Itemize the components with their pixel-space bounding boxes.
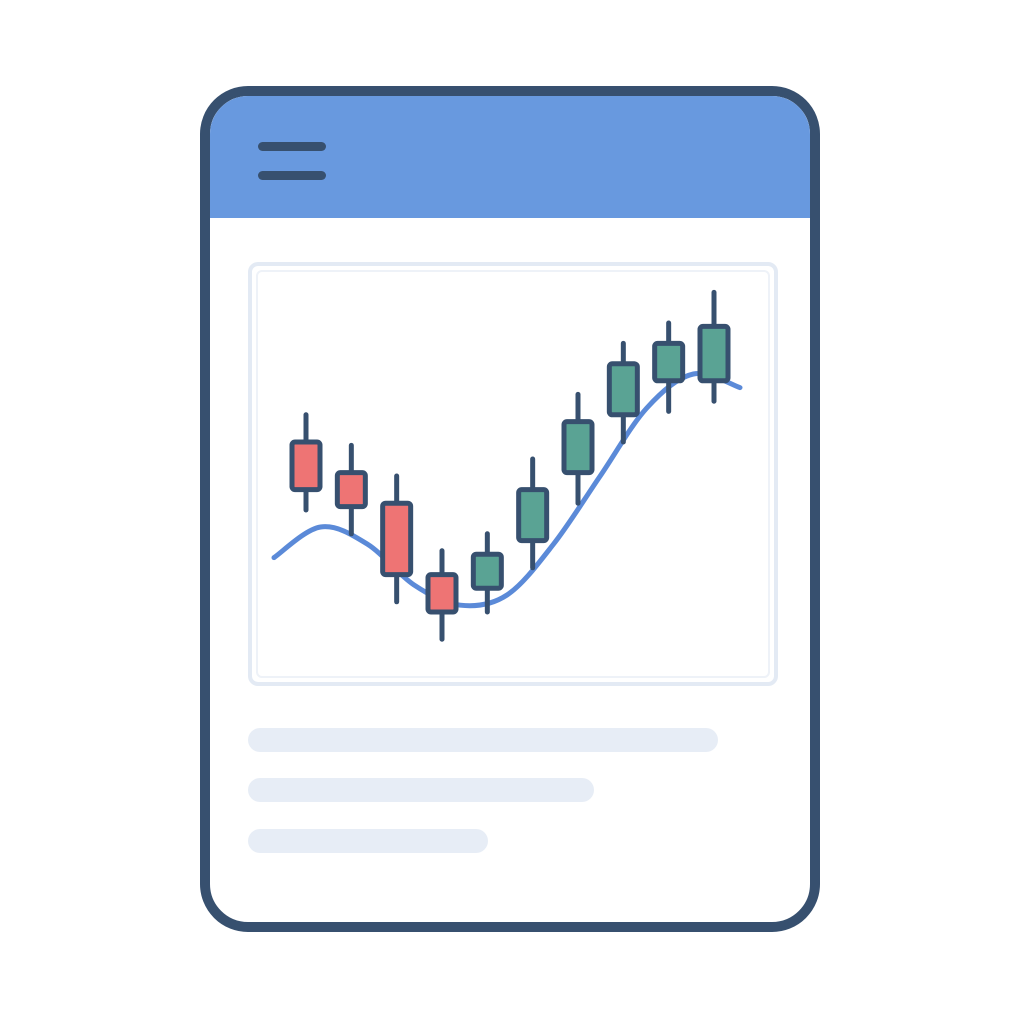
candle — [470, 531, 504, 615]
chart-card[interactable] — [248, 262, 778, 686]
candle-body-up — [652, 340, 686, 384]
candle — [606, 340, 640, 445]
candle — [561, 391, 595, 506]
candle — [380, 473, 414, 605]
placeholder-text-line-1 — [248, 728, 718, 752]
candle — [334, 442, 368, 537]
menu-icon-bar — [258, 171, 326, 180]
candlestick-chart — [271, 289, 743, 642]
placeholder-text-line-2 — [248, 778, 594, 802]
candle-body-down — [425, 572, 459, 615]
app-header — [210, 96, 810, 218]
trend-line — [271, 371, 743, 609]
candle-body-up — [561, 419, 595, 476]
candle-body-down — [289, 439, 323, 493]
candle-body-up — [516, 487, 550, 544]
candle-body-up — [697, 323, 731, 384]
candle — [425, 548, 459, 642]
menu-button[interactable] — [252, 134, 332, 186]
candle — [697, 289, 731, 404]
candle-body-up — [606, 361, 640, 418]
candle-body-up — [470, 551, 504, 591]
menu-icon-bar — [258, 142, 326, 151]
candle — [652, 320, 686, 414]
candle — [289, 412, 323, 513]
candle — [516, 456, 550, 571]
chart-card-inner-border — [256, 270, 770, 678]
candle-body-down — [380, 500, 414, 578]
candle-body-down — [334, 470, 368, 510]
phone-frame — [200, 86, 820, 932]
placeholder-text-line-3 — [248, 829, 488, 853]
